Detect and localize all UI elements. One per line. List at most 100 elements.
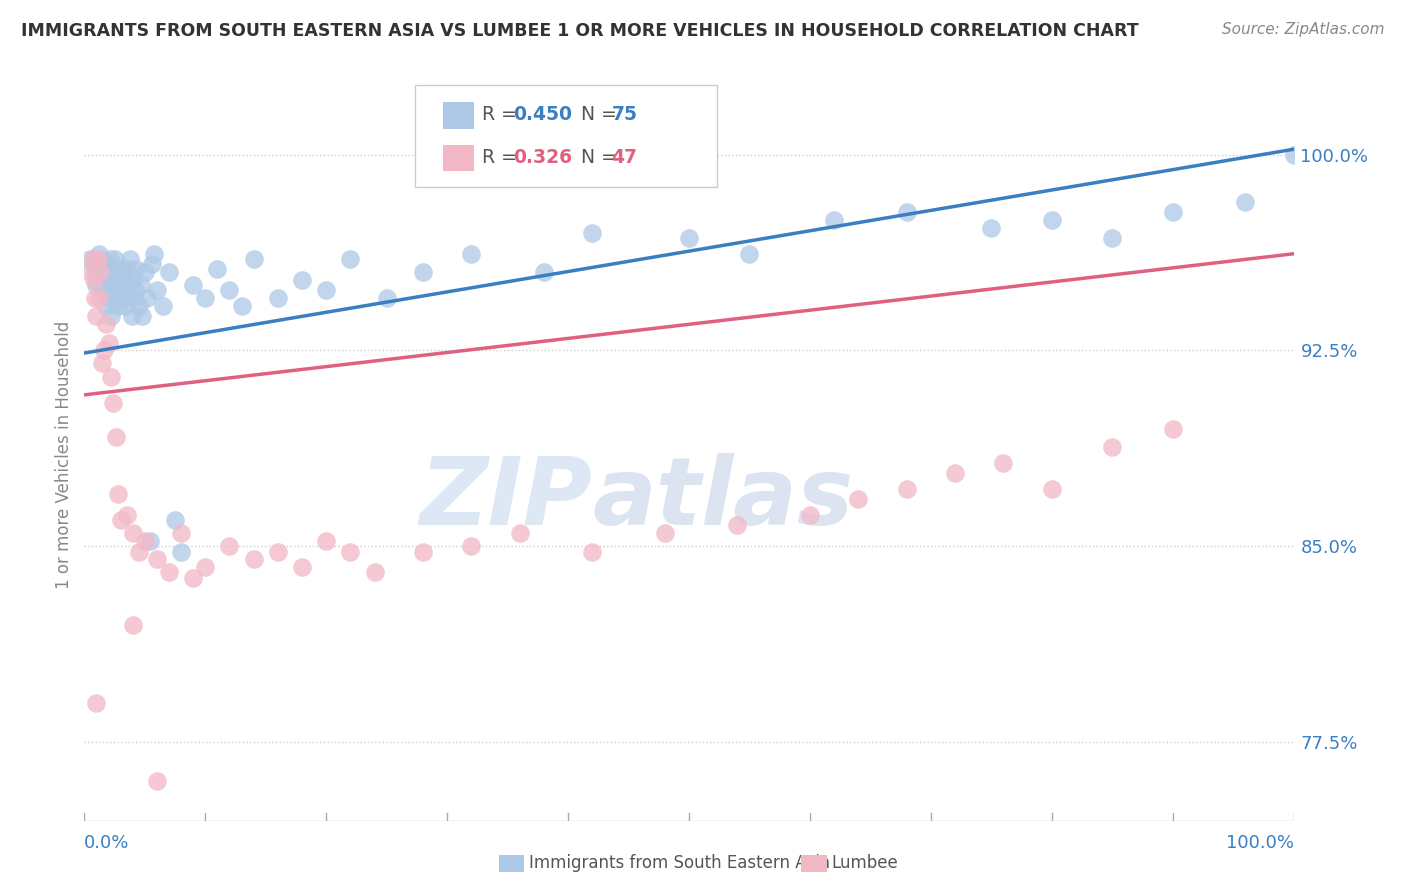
Point	[412, 265, 434, 279]
Point	[125, 262, 148, 277]
Point	[242, 252, 264, 266]
Text: Immigrants from South Eastern Asia: Immigrants from South Eastern Asia	[529, 855, 830, 872]
Point	[121, 526, 143, 541]
Point	[136, 291, 159, 305]
Point	[111, 273, 134, 287]
Point	[194, 291, 217, 305]
Point	[104, 430, 127, 444]
Point	[291, 273, 314, 287]
Point	[87, 291, 110, 305]
Point	[84, 291, 107, 305]
Point	[131, 310, 153, 324]
Point	[315, 534, 337, 549]
Point	[103, 273, 125, 287]
Point	[267, 544, 290, 558]
Point	[114, 299, 136, 313]
Point	[83, 257, 105, 271]
Point	[93, 343, 115, 358]
Point	[110, 513, 132, 527]
Point	[157, 566, 180, 580]
Point	[97, 335, 120, 350]
Point	[118, 288, 141, 302]
Point	[375, 291, 398, 305]
Point	[1101, 440, 1123, 454]
Point	[138, 534, 160, 549]
Point	[105, 262, 128, 277]
Point	[412, 544, 434, 558]
Point	[124, 284, 146, 298]
Point	[823, 212, 845, 227]
Text: Lumbee: Lumbee	[831, 855, 897, 872]
Point	[678, 231, 700, 245]
Point	[363, 566, 385, 580]
Point	[242, 552, 264, 566]
Point	[315, 284, 337, 298]
Text: 75: 75	[612, 105, 637, 124]
Point	[533, 265, 555, 279]
Point	[121, 310, 143, 324]
Point	[79, 265, 101, 279]
Text: Source: ZipAtlas.com: Source: ZipAtlas.com	[1222, 22, 1385, 37]
Point	[96, 257, 118, 271]
Point	[134, 534, 156, 549]
Point	[86, 278, 108, 293]
Point	[194, 560, 217, 574]
Text: IMMIGRANTS FROM SOUTH EASTERN ASIA VS LUMBEE 1 OR MORE VEHICLES IN HOUSEHOLD COR: IMMIGRANTS FROM SOUTH EASTERN ASIA VS LU…	[21, 22, 1139, 40]
Point	[943, 467, 966, 481]
Point	[509, 526, 531, 541]
Point	[460, 539, 482, 553]
Point	[267, 291, 290, 305]
Text: ZIP: ZIP	[419, 453, 592, 545]
Point	[93, 270, 115, 285]
Point	[104, 252, 127, 266]
Point	[79, 252, 101, 266]
Point	[86, 696, 108, 710]
Point	[1040, 212, 1063, 227]
Point	[101, 278, 124, 293]
Point	[107, 487, 129, 501]
Text: N =: N =	[569, 148, 623, 167]
Point	[157, 265, 180, 279]
Point	[104, 288, 127, 302]
Point	[103, 395, 125, 409]
Point	[581, 544, 603, 558]
Point	[143, 246, 166, 260]
Point	[110, 291, 132, 305]
Point	[94, 262, 117, 277]
Point	[108, 278, 131, 293]
Point	[218, 284, 240, 298]
Point	[97, 291, 120, 305]
Point	[94, 318, 117, 332]
Point	[846, 492, 869, 507]
Point	[181, 571, 204, 585]
Point	[1234, 194, 1257, 209]
Point	[112, 265, 135, 279]
Point	[896, 482, 918, 496]
Point	[799, 508, 821, 522]
Point	[170, 544, 193, 558]
Point	[1161, 205, 1184, 219]
Point	[91, 284, 114, 298]
Point	[91, 356, 114, 370]
Point	[100, 369, 122, 384]
Text: R =: R =	[482, 105, 523, 124]
Point	[115, 508, 138, 522]
Point	[87, 246, 110, 260]
Point	[1161, 422, 1184, 436]
Text: N =: N =	[569, 105, 623, 124]
Point	[112, 284, 135, 298]
Point	[218, 539, 240, 553]
Point	[460, 246, 482, 260]
Point	[1282, 147, 1305, 161]
Point	[170, 526, 193, 541]
Text: R =: R =	[482, 148, 523, 167]
Point	[146, 774, 169, 789]
Point	[181, 278, 204, 293]
Point	[120, 252, 142, 266]
Point	[82, 252, 104, 266]
Text: 0.450: 0.450	[513, 105, 572, 124]
Point	[98, 252, 121, 266]
Point	[1040, 482, 1063, 496]
Point	[128, 544, 150, 558]
Point	[117, 278, 139, 293]
